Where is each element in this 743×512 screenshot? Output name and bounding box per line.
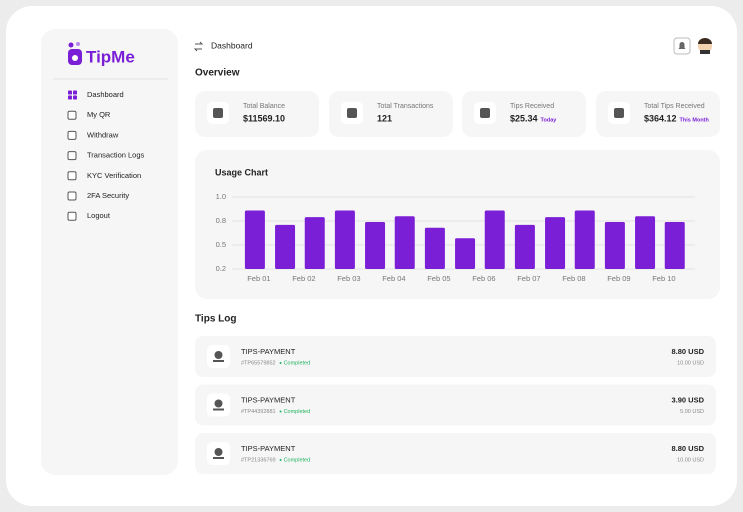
x-tick-label: Feb 02 <box>292 274 315 283</box>
tip-icon-base <box>213 408 224 411</box>
nav-item[interactable]: Logout <box>87 211 111 220</box>
y-tick-label: 0.2 <box>216 264 226 273</box>
nav-icon <box>67 171 77 181</box>
stat-value: 121 <box>377 113 392 123</box>
x-tick-label: Feb 06 <box>472 274 495 283</box>
nav-icon <box>67 191 77 201</box>
bar <box>365 221 386 269</box>
nav-icon <box>68 95 72 100</box>
x-tick-label: Feb 03 <box>337 274 360 283</box>
bar <box>334 210 355 269</box>
y-tick-label: 1.0 <box>216 192 226 201</box>
nav-icon <box>73 95 77 100</box>
stat-label: Total Tips Received <box>644 103 705 110</box>
tip-amount: 3.90 USD <box>671 395 704 404</box>
bar <box>244 210 265 269</box>
bar <box>545 217 566 269</box>
stat-note: This Month <box>680 117 710 123</box>
stat-icon <box>213 108 223 118</box>
stat-value: $11569.10 <box>243 113 285 123</box>
x-tick-label: Feb 04 <box>382 274 405 283</box>
nav-icon <box>67 151 77 161</box>
stat-label: Total Transactions <box>377 103 434 110</box>
tip-id: #TP44392881 <box>241 409 276 415</box>
tip-name: TIPS-PAYMENT <box>241 347 296 356</box>
tip-row <box>195 433 716 474</box>
stat-value: $25.34 <box>510 113 538 123</box>
section-title: Overview <box>195 68 240 79</box>
chart-title: Usage Chart <box>215 167 268 177</box>
tip-icon <box>214 399 223 408</box>
bar <box>635 216 656 269</box>
tip-status: Completed <box>284 360 311 366</box>
tip-icon <box>214 351 223 359</box>
tip-gross: 5.00 USD <box>680 409 704 415</box>
stat-label: Total Balance <box>243 103 285 110</box>
bar <box>574 210 595 269</box>
tip-name: TIPS-PAYMENT <box>241 395 296 404</box>
tip-icon-base <box>213 360 224 362</box>
x-tick-label: Feb 01 <box>247 274 270 283</box>
sidebar <box>41 29 178 475</box>
x-tick-label: Feb 10 <box>652 274 675 283</box>
nav-item[interactable]: Dashboard <box>87 90 124 99</box>
nav-item[interactable]: 2FA Security <box>87 191 129 200</box>
logo: TipMe <box>86 47 135 66</box>
stat-value: $364.12 <box>644 113 677 123</box>
nav-icon <box>73 90 77 95</box>
bar <box>664 221 685 269</box>
stat-note: Today <box>541 117 558 123</box>
header-icon <box>193 41 204 52</box>
nav-item[interactable]: KYC Verification <box>87 171 141 180</box>
x-tick-label: Feb 09 <box>607 274 630 283</box>
tip-row <box>195 384 716 426</box>
tip-status: Completed <box>284 409 311 415</box>
y-tick-label: 0.5 <box>216 240 226 249</box>
bell-icon <box>678 42 686 49</box>
tip-icon-base <box>213 457 224 459</box>
nav-icon <box>67 130 77 140</box>
bar <box>394 216 415 269</box>
x-tick-label: Feb 08 <box>562 274 585 283</box>
bar <box>275 224 296 269</box>
stat-icon <box>614 108 624 118</box>
tip-icon <box>214 448 223 456</box>
nav-item[interactable]: My QR <box>87 110 111 119</box>
tip-amount: 8.80 USD <box>671 347 704 356</box>
tip-row <box>195 336 716 377</box>
stat-label: Tips Received <box>510 103 554 110</box>
tip-amount: 8.80 USD <box>671 444 704 453</box>
tip-gross: 10.00 USD <box>677 457 704 463</box>
status-dot <box>279 362 282 364</box>
bar <box>424 227 445 269</box>
nav-icon <box>68 90 72 95</box>
tip-gross: 10.00 USD <box>677 360 704 366</box>
x-tick-label: Feb 05 <box>427 274 450 283</box>
tip-status: Completed <box>284 457 311 463</box>
bar <box>604 221 625 269</box>
status-dot <box>279 410 282 413</box>
bar <box>484 210 505 269</box>
stat-icon <box>480 108 490 118</box>
bar <box>514 224 535 269</box>
bar <box>455 238 476 269</box>
status-dot <box>279 459 282 461</box>
logo-icon <box>68 42 82 65</box>
tip-name: TIPS-PAYMENT <box>241 444 296 453</box>
tip-id: #TP65579852 <box>241 360 276 366</box>
nav-icon <box>67 110 77 120</box>
nav-item[interactable]: Transaction Logs <box>87 151 145 160</box>
avatar[interactable] <box>698 38 712 54</box>
y-tick-label: 0.8 <box>216 216 226 225</box>
nav-icon <box>67 211 77 221</box>
tip-id: #TP21336769 <box>241 457 276 463</box>
page-title: Dashboard <box>211 40 253 50</box>
nav-item[interactable]: Withdraw <box>87 130 119 139</box>
bar <box>304 217 325 269</box>
stat-icon <box>347 108 357 118</box>
x-tick-label: Feb 07 <box>517 274 540 283</box>
section-title: Tips Log <box>195 314 236 325</box>
